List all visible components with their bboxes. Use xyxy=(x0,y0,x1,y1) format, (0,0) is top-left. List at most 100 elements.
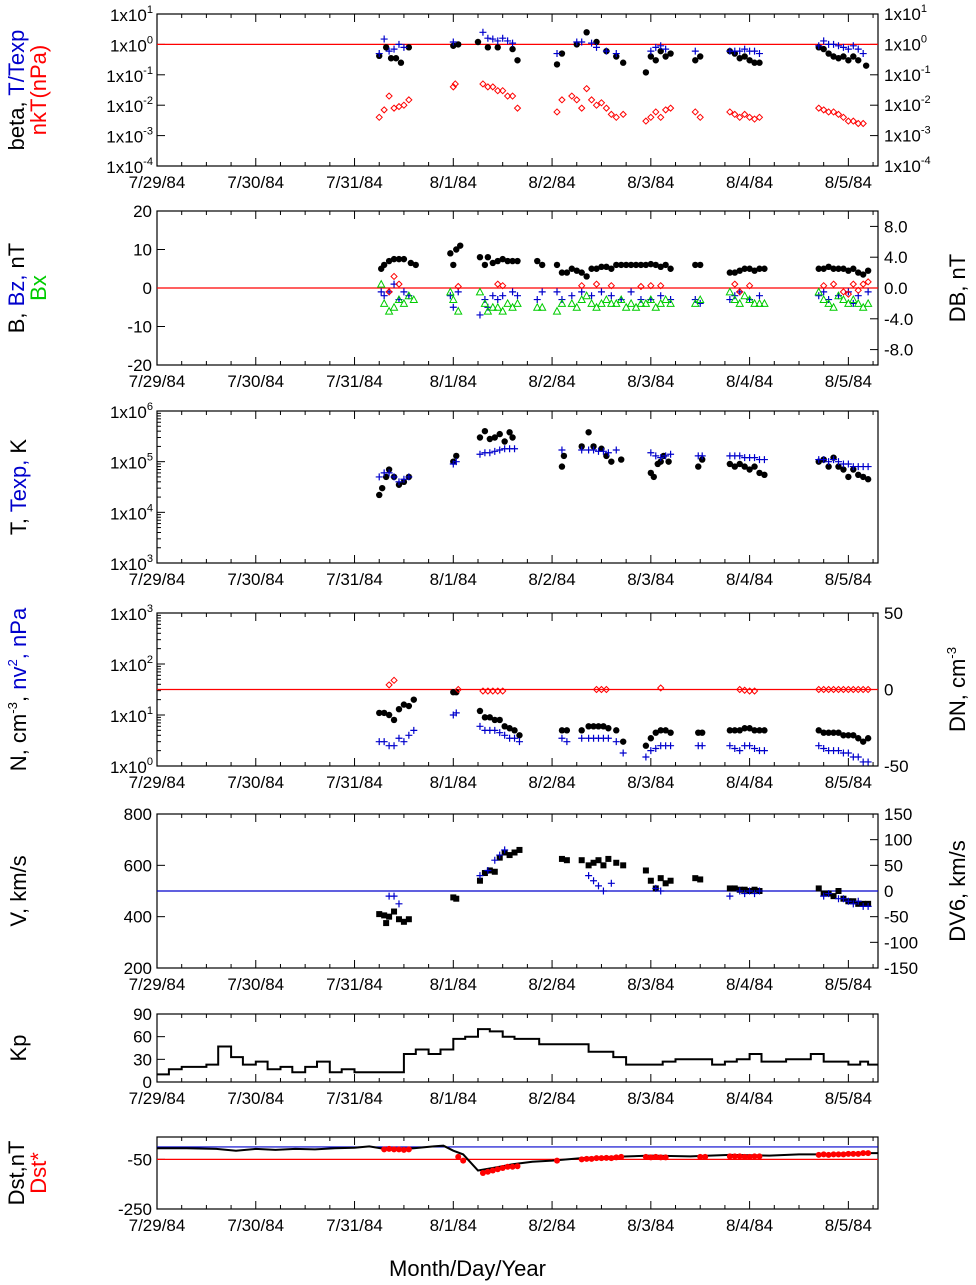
data-point xyxy=(859,271,867,278)
x-tick-label: 8/1/84 xyxy=(430,372,477,391)
data-point xyxy=(400,918,407,925)
data-point xyxy=(410,726,418,734)
data-point xyxy=(563,738,571,746)
data-point xyxy=(509,434,516,441)
data-point xyxy=(726,742,734,750)
data-point xyxy=(849,42,857,50)
y-tick-label: -50 xyxy=(127,1150,152,1169)
data-point xyxy=(854,286,862,295)
data-point xyxy=(504,257,511,265)
data-point xyxy=(578,38,586,46)
data-point xyxy=(697,53,704,60)
data-point xyxy=(476,872,484,880)
data-point xyxy=(691,47,699,55)
data-point xyxy=(511,727,518,734)
data-point xyxy=(756,469,763,477)
data-point xyxy=(834,110,843,119)
data-point xyxy=(667,729,674,736)
data-point xyxy=(845,1150,852,1157)
data-point xyxy=(819,106,828,114)
data-point xyxy=(577,294,587,304)
x-tick-label: 8/4/84 xyxy=(726,372,773,391)
data-point xyxy=(726,1153,733,1160)
data-point xyxy=(820,37,828,45)
data-point xyxy=(578,734,586,742)
data-point xyxy=(494,257,501,265)
data-point xyxy=(578,288,586,296)
data-point xyxy=(839,294,848,304)
panel-kp: 7/29/84 7/30/84 7/31/84 8/1/84 8/2/84 8/3/84 8… xyxy=(6,1005,879,1108)
data-point xyxy=(642,867,649,874)
data-point xyxy=(481,870,488,877)
x-tick-label: 8/2/84 xyxy=(528,773,575,792)
data-point xyxy=(606,298,616,307)
data-point xyxy=(563,727,571,734)
data-point xyxy=(452,709,460,717)
data-point xyxy=(558,463,566,470)
data-point xyxy=(455,41,462,48)
data-point xyxy=(476,311,484,319)
data-point xyxy=(622,261,630,269)
x-axis-title: Month/Day/Year xyxy=(389,1256,546,1281)
data-point xyxy=(736,460,743,468)
data-point xyxy=(597,685,606,694)
y-tick-label: 1x10-4​ xyxy=(106,156,153,177)
chart-dst xyxy=(157,1144,878,1176)
data-point xyxy=(494,86,502,95)
data-point xyxy=(613,859,620,866)
data-point xyxy=(642,117,650,125)
data-point xyxy=(604,449,612,457)
data-point xyxy=(745,281,754,290)
x-tick-label: 8/4/84 xyxy=(726,570,773,589)
data-point xyxy=(491,868,498,875)
x-tick-label: 8/1/84 xyxy=(430,773,477,792)
data-point xyxy=(835,888,842,894)
data-point xyxy=(598,263,605,271)
y-tick-label: 10 xyxy=(133,241,152,260)
data-point xyxy=(829,108,838,116)
data-point xyxy=(863,298,873,307)
data-point xyxy=(385,92,393,100)
data-point xyxy=(751,1153,758,1160)
y2-axis-label: DN, cm-3​ xyxy=(944,647,970,732)
y-tick-label: 1x100​ xyxy=(110,756,153,777)
data-point xyxy=(619,110,627,119)
data-point xyxy=(751,745,759,753)
data-point xyxy=(859,685,867,694)
data-point xyxy=(514,257,521,265)
data-point xyxy=(558,446,566,454)
data-point xyxy=(385,711,393,719)
y2-tick-label: 150 xyxy=(884,805,912,824)
data-point xyxy=(590,446,598,454)
data-point xyxy=(392,55,400,62)
data-point xyxy=(864,288,872,296)
data-point xyxy=(553,50,561,58)
panel-frame xyxy=(156,1013,879,1083)
data-point xyxy=(662,727,669,734)
data-point xyxy=(855,57,862,64)
x-tick-label: 8/5/84 xyxy=(825,372,872,391)
y-tick-label: 1x106​ xyxy=(110,401,153,422)
data-point xyxy=(405,44,413,51)
data-point xyxy=(410,696,417,703)
data-point xyxy=(583,273,590,280)
data-point xyxy=(494,37,502,45)
data-point xyxy=(698,729,706,736)
x-tick-label: 8/2/84 xyxy=(528,1216,575,1235)
x-tick-label: 7/29/84 xyxy=(129,1216,186,1235)
series-t-texp xyxy=(375,28,867,58)
data-point xyxy=(849,280,858,288)
data-point xyxy=(479,687,487,695)
data-point xyxy=(400,101,408,109)
data-point xyxy=(563,269,571,276)
data-point xyxy=(657,454,665,462)
data-point xyxy=(585,429,592,436)
y-tick-label: 600 xyxy=(124,856,152,875)
data-point xyxy=(604,734,612,742)
data-point xyxy=(844,290,853,298)
data-point xyxy=(652,108,660,116)
data-point xyxy=(746,466,753,473)
data-point xyxy=(602,685,611,694)
data-point xyxy=(819,281,828,290)
